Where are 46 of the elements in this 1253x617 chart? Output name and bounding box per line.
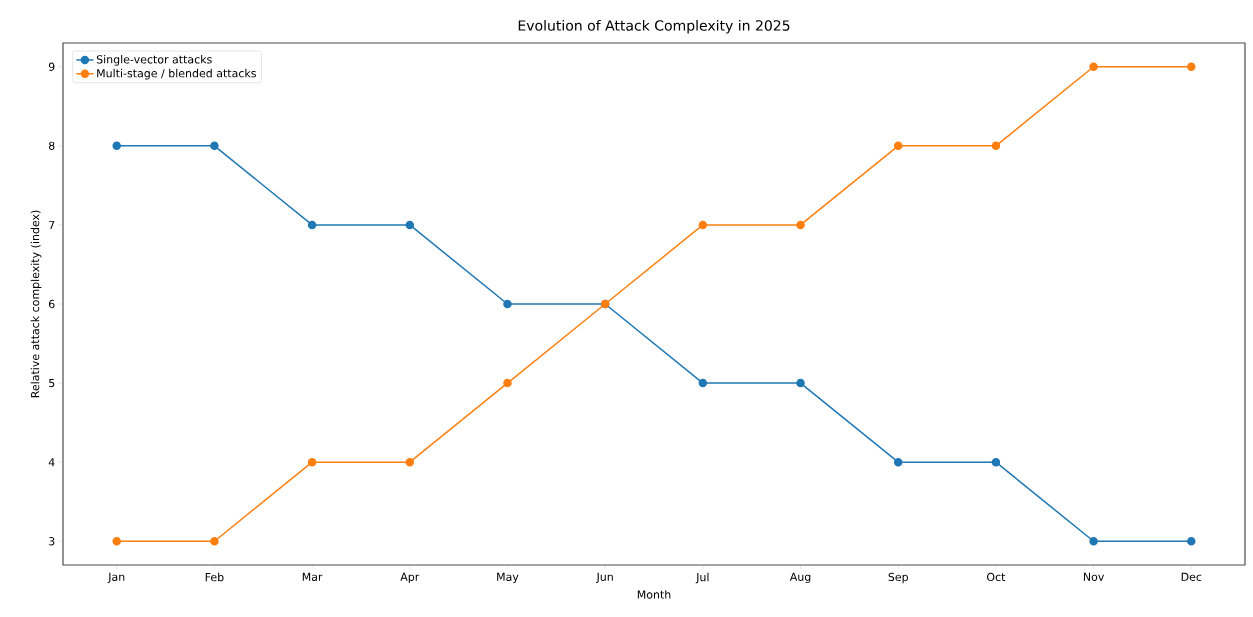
point: [698, 378, 708, 388]
point: [405, 457, 415, 467]
y-tick-label: 7: [49, 220, 55, 229]
y-tick-label: 6: [49, 299, 55, 309]
x-tick-label: Jan: [107, 572, 125, 583]
chart-title: Evolution of Attack Complexity in 2025: [518, 19, 790, 34]
y-tick-label: 4: [48, 458, 55, 467]
point: [796, 378, 805, 388]
x-tick-label: Jun: [596, 572, 613, 583]
point: [1089, 62, 1098, 71]
point: [405, 220, 415, 230]
x-tick-label: Sep: [888, 572, 908, 584]
x-tick-label: Feb: [205, 572, 224, 582]
point: [210, 537, 219, 546]
y-tick-label: 9: [48, 62, 55, 71]
point: [307, 220, 317, 230]
point: [796, 220, 805, 230]
y-tick-label: 3: [49, 537, 55, 546]
point: [1089, 537, 1098, 546]
point: [307, 457, 317, 467]
x-tick-label: Jul: [695, 572, 709, 584]
point: [1187, 537, 1196, 546]
legend-label: Single-vector attacks: [96, 55, 212, 66]
x-tick-label: Aug: [789, 572, 811, 584]
point: [1187, 62, 1196, 71]
point: [991, 141, 1001, 151]
point: [698, 220, 708, 230]
x-axis-title: Month: [637, 590, 671, 599]
x-tick-label: Apr: [400, 572, 420, 584]
point: [503, 378, 512, 388]
point: [503, 299, 512, 309]
point: [112, 141, 121, 151]
x-tick-label: Nov: [1083, 572, 1104, 581]
point: [893, 141, 903, 151]
y-axis-title: Relative attack complexity (index): [30, 210, 42, 398]
x-tick-label: Mar: [302, 572, 323, 581]
x-tick-label: Oct: [987, 572, 1006, 582]
legend-label: Multi-stage / blended attacks: [97, 68, 256, 80]
y-tick-label: 8: [48, 141, 55, 150]
x-tick-label: May: [497, 572, 519, 584]
point: [991, 457, 1001, 467]
y-tick-label: 5: [49, 379, 55, 388]
point: [112, 537, 121, 546]
point: [210, 141, 219, 151]
x-tick-label: Dec: [1181, 572, 1202, 581]
point: [893, 457, 903, 467]
